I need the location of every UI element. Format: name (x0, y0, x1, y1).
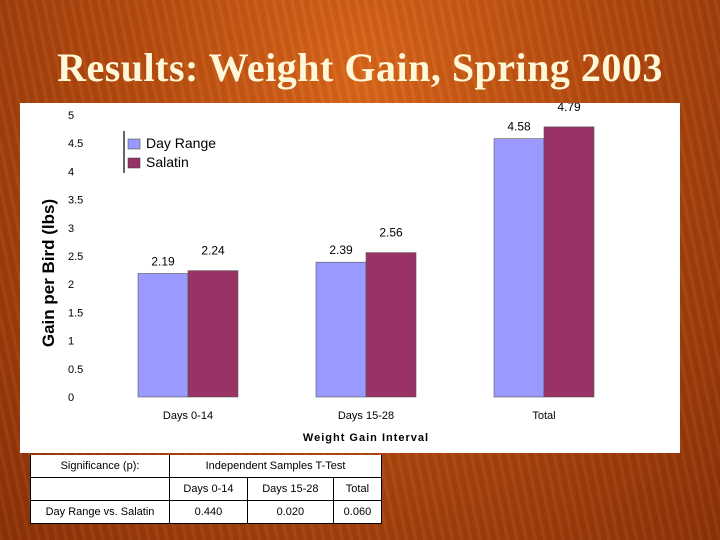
bar-day-range-1 (315, 261, 367, 398)
p-value-days-0-14: 0.440 (169, 500, 248, 524)
table-row: Day Range vs. Salatin 0.440 0.020 0.060 (30, 500, 383, 524)
bar-value-label: 4.79 (557, 103, 581, 114)
y-tick-label: 3.5 (68, 195, 83, 207)
bar-value-label: 4.58 (507, 120, 531, 134)
x-axis-ticks: Days 0-14 Days 15-28 Total (163, 410, 556, 422)
y-tick-label: 2 (68, 279, 74, 291)
y-tick-label: 1 (68, 336, 74, 348)
bar-day-range-2 (493, 138, 545, 398)
column-header-days-0-14: Days 0-14 (169, 477, 248, 501)
bar-salatin-0 (187, 270, 239, 398)
bar-value-label: 2.19 (151, 254, 175, 268)
table-columns-row: Days 0-14 Days 15-28 Total (30, 477, 383, 501)
y-tick-label: 2.5 (68, 251, 83, 263)
y-tick-label: 0 (68, 392, 74, 404)
bar-salatin-1 (365, 252, 417, 398)
bar-day-range-0 (137, 273, 189, 398)
y-tick-label: 0.5 (68, 364, 83, 376)
y-tick-label: 5 (68, 110, 74, 122)
row-label: Day Range vs. Salatin (30, 500, 170, 524)
x-axis-label: Weight Gain Interval (303, 432, 429, 444)
legend-label-salatin: Salatin (146, 154, 189, 170)
legend-swatch-day-range (127, 138, 141, 150)
legend: Day Range Salatin (123, 131, 216, 173)
bar-value-label: 2.24 (201, 244, 225, 258)
bar-value-label: 2.39 (329, 243, 353, 257)
significance-label: Significance (p): (30, 455, 170, 478)
x-tick-label: Total (532, 410, 555, 422)
legend-label-day-range: Day Range (146, 135, 216, 151)
bar-chart: 00.511.522.533.544.55 2.192.394.582.242.… (39, 103, 595, 444)
p-value-days-15-28: 0.020 (246, 500, 334, 524)
slide-title: Results: Weight Gain, Spring 2003 (57, 45, 663, 90)
y-axis-ticks: 0 0.5 1 1.5 2 2.5 3 3.5 4 4.5 5 (68, 110, 83, 404)
test-name: Independent Samples T-Test (169, 455, 382, 478)
chart-panel: 0 0.5 1 1.5 2 2.5 3 3.5 4 4.5 5 2.19 2.39 4.58 2.24 2.… (20, 103, 680, 453)
legend-swatch-salatin (127, 157, 141, 169)
significance-table: Significance (p): Independent Samples T-… (30, 455, 383, 524)
y-tick-label: 3 (68, 223, 74, 235)
y-tick-label: 1.5 (68, 307, 83, 319)
column-header-days-15-28: Days 15-28 (246, 477, 334, 501)
y-axis-label: Gain per Bird (lbs) (39, 199, 58, 347)
table-header-row: Significance (p): Independent Samples T-… (30, 455, 382, 478)
x-tick-label: Days 15-28 (338, 410, 394, 422)
y-tick-label: 4 (68, 166, 74, 178)
empty-cell (30, 477, 170, 501)
column-header-total: Total (332, 477, 383, 501)
bar-value-label: 2.56 (379, 226, 403, 240)
x-tick-label: Days 0-14 (163, 410, 213, 422)
y-tick-label: 4.5 (68, 138, 83, 150)
p-value-total: 0.060 (332, 500, 383, 524)
bar-salatin-2 (543, 126, 595, 398)
bar-value-labels: 2.19 2.39 4.58 2.24 2.56 4.79 (151, 103, 581, 268)
bars (137, 126, 595, 398)
